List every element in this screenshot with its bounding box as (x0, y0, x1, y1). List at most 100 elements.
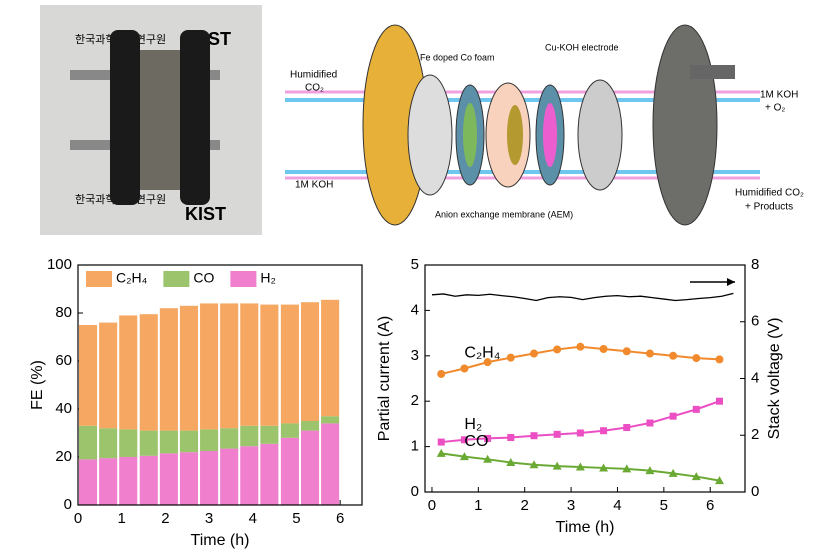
bar-segment (300, 421, 320, 431)
marker (436, 448, 446, 457)
bar-segment (300, 302, 320, 421)
bar-segment (179, 430, 199, 453)
marker (600, 427, 608, 435)
bar-segment (321, 423, 340, 505)
bar-segment (139, 455, 158, 505)
marker (645, 466, 655, 475)
y-tick-label: 2 (411, 392, 419, 409)
x-tick-label: 5 (660, 497, 668, 514)
diagram-labels: Humidified CO₂ 1M KOH Fe doped Co foam C… (290, 42, 804, 219)
y2-tick-label: 2 (751, 426, 759, 443)
bar-segment (79, 459, 98, 505)
y2-tick-label: 6 (751, 313, 759, 330)
y-tick-label: 1 (411, 438, 419, 455)
marker (460, 364, 469, 373)
end-plate (110, 30, 140, 205)
marker (645, 349, 654, 358)
series-label: C₂H₄ (464, 345, 500, 362)
foam (463, 103, 477, 167)
x-axis-label: Time (h) (556, 519, 615, 536)
bar-segment (280, 304, 299, 424)
marker (622, 464, 632, 473)
bar-segment (119, 429, 138, 457)
marker (484, 434, 492, 442)
marker (623, 424, 631, 432)
bar-segment (220, 428, 239, 449)
marker (460, 436, 468, 444)
label: CO₂ (305, 83, 324, 94)
y-tick-label: 20 (55, 448, 72, 465)
y2-axis-label: Stack voltage (V) (766, 318, 783, 440)
bar-segment (200, 451, 219, 505)
marker (552, 461, 562, 470)
bar-segment (179, 452, 199, 505)
marker (692, 354, 701, 363)
photo: 한국과학기술연구원 KIST 한국과학기술연구원 KIST (40, 5, 262, 235)
legend-label: H₂ (260, 270, 276, 286)
bar-segment (260, 443, 279, 505)
marker (622, 347, 631, 356)
bar-segment (119, 457, 138, 505)
legend-label: C₂H₄ (116, 270, 148, 286)
axis-arrow-head (727, 278, 735, 286)
gasket (407, 74, 453, 196)
y-tick-label: 0 (411, 483, 419, 500)
bar-segment (79, 325, 98, 426)
marker (437, 438, 445, 446)
bar-segment (159, 308, 178, 431)
series-line (431, 292, 734, 302)
electrode (543, 103, 557, 167)
label: 1M KOH (760, 90, 798, 101)
bar-segment (200, 429, 219, 451)
marker (599, 463, 609, 472)
bar-segment (240, 303, 259, 426)
bar-segment (220, 448, 239, 505)
x-tick-label: 5 (292, 510, 300, 527)
diagram: Humidified CO₂ 1M KOH Fe doped Co foam C… (285, 24, 804, 226)
marker (715, 355, 724, 364)
x-tick-label: 3 (567, 497, 575, 514)
y-tick-label: 4 (411, 301, 419, 318)
watermark: KIST (185, 204, 226, 224)
bar-segment (119, 315, 138, 430)
x-axis-label: Time (h) (191, 532, 250, 549)
bar-segment (200, 303, 219, 430)
y2-tick-label: 0 (751, 483, 759, 500)
x-tick-label: 2 (521, 497, 529, 514)
bar-segment (139, 430, 158, 456)
marker (437, 369, 446, 378)
marker (529, 349, 538, 358)
label: Fe doped Co foam (420, 52, 495, 62)
y-tick-label: 60 (55, 352, 72, 369)
x-tick-label: 3 (205, 510, 213, 527)
y-tick-label: 5 (411, 256, 419, 273)
bar-segment (280, 423, 299, 438)
bar-segment (280, 437, 299, 505)
bar-segment (321, 299, 340, 417)
label: Humidified (290, 70, 337, 81)
bar-segment (240, 425, 259, 447)
y-tick-label: 100 (47, 256, 72, 273)
marker (576, 342, 585, 351)
label: Cu-KOH electrode (545, 42, 619, 52)
marker (483, 358, 492, 367)
x-tick-label: 1 (118, 510, 126, 527)
marker (529, 460, 539, 469)
stack (140, 50, 180, 190)
bar-segment (159, 453, 178, 505)
x-tick-label: 0 (74, 510, 82, 527)
y2-tick-label: 8 (751, 256, 759, 273)
bar-segment (220, 303, 239, 429)
marker (715, 397, 723, 405)
x-tick-label: 4 (249, 510, 257, 527)
electrode (507, 105, 523, 165)
marker (530, 432, 538, 440)
bar-segment (139, 314, 158, 431)
end-plate (652, 24, 718, 226)
bar-segment (99, 322, 118, 429)
series-label: H₂ (464, 416, 482, 433)
marker (575, 462, 585, 471)
bar-segment (260, 425, 279, 444)
y-tick-label: 80 (55, 304, 72, 321)
